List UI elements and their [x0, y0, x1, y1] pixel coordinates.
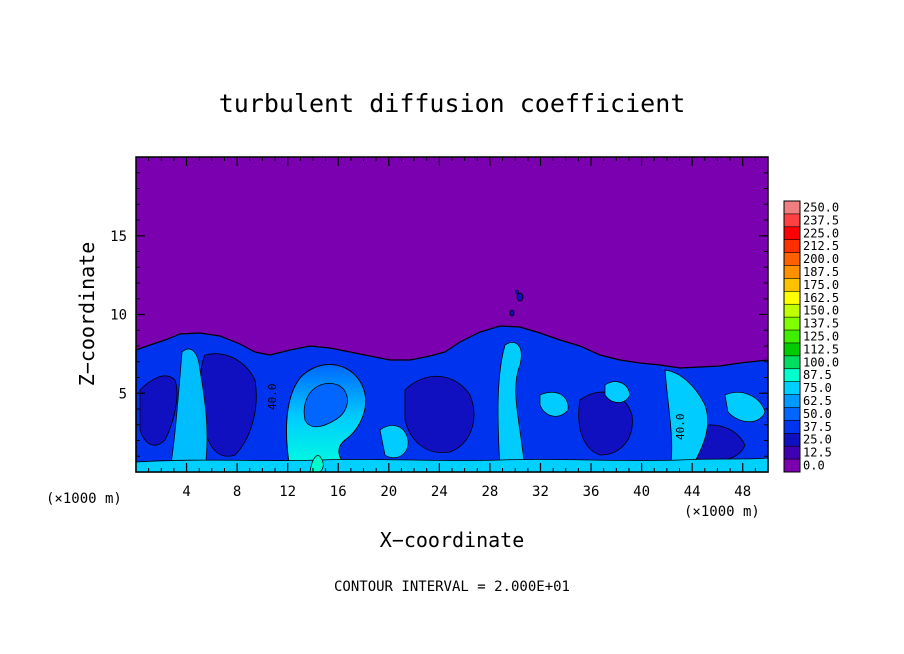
contour-interval-note: CONTOUR INTERVAL = 2.000E+01	[334, 579, 570, 595]
colorbar-swatch	[784, 317, 800, 331]
colorbar-swatch	[784, 201, 800, 215]
colorbar-label: 50.0	[803, 407, 832, 421]
x-tick-label: 28	[481, 484, 498, 500]
colorbar-swatch	[784, 342, 800, 357]
x-tick-label: 36	[583, 484, 600, 500]
colorbar-label: 100.0	[803, 355, 839, 369]
colorbar-swatch	[784, 239, 800, 253]
colorbar-label: 150.0	[803, 304, 839, 318]
hot-spot	[309, 455, 324, 473]
chart-title: turbulent diffusion coefficient	[219, 89, 686, 118]
colorbar-swatch	[784, 381, 800, 395]
colorbar-label: 0.0	[803, 459, 825, 473]
colorbar-label: 187.5	[803, 265, 839, 279]
colorbar-swatch	[784, 330, 800, 344]
colorbar-label: 237.5	[803, 213, 839, 227]
x-tick-label: 44	[684, 484, 701, 500]
x-tick-label: 12	[279, 484, 296, 500]
colorbar-swatch	[784, 446, 800, 460]
y-tick-label: 10	[110, 308, 127, 324]
colorbar-swatch	[784, 407, 800, 421]
x-tick-label: 20	[380, 484, 397, 500]
patch-c	[724, 391, 766, 423]
x-unit-right: (×1000 m)	[684, 504, 760, 520]
patch-b	[539, 391, 569, 417]
blob-2	[509, 309, 515, 317]
y-axis-label: Z−coordinate	[75, 242, 99, 387]
blob-3	[515, 289, 519, 295]
colorbar-swatch	[784, 252, 800, 266]
cell-1	[139, 375, 178, 446]
colorbar-swatch	[784, 278, 800, 292]
x-tick-label: 32	[532, 484, 549, 500]
blob-1	[516, 292, 524, 302]
x-unit-left: (×1000 m)	[46, 491, 122, 507]
colorbar-swatch	[784, 265, 800, 279]
colorbar: 250.0237.5225.0212.5200.0187.5175.0162.5…	[783, 200, 839, 473]
plume-right	[664, 369, 709, 471]
colorbar-label: 62.5	[803, 394, 832, 408]
y-tick-label: 5	[119, 386, 127, 402]
swirl-inner	[303, 383, 348, 428]
y-axis: 5 10 15	[110, 172, 768, 457]
x-axis-label: X−coordinate	[380, 528, 525, 552]
x-tick-label: 16	[330, 484, 347, 500]
x-tick-label: 24	[431, 484, 448, 500]
colorbar-swatch	[784, 433, 800, 447]
x-axis: 4 8 12 16 20 24 28 32 36 40 44 48	[148, 157, 756, 500]
colorbar-label: 125.0	[803, 330, 839, 344]
patch-d	[604, 381, 631, 403]
colorbar-label: 212.5	[803, 239, 839, 253]
x-tick-label: 4	[182, 484, 190, 500]
colorbar-swatch	[784, 459, 800, 473]
x-tick-label: 8	[233, 484, 241, 500]
colorbar-swatch	[784, 226, 800, 241]
x-tick-label: 48	[734, 484, 751, 500]
colorbar-swatch	[784, 291, 800, 305]
colorbar-swatch	[784, 368, 800, 382]
plume-left	[169, 348, 208, 471]
patch-a	[379, 425, 409, 459]
surface-band	[135, 457, 769, 473]
colorbar-label: 37.5	[803, 420, 832, 434]
contour-label: 40.0	[674, 414, 687, 441]
colorbar-swatch	[784, 355, 800, 370]
x-tick-label: 40	[633, 484, 650, 500]
colorbar-label: 162.5	[803, 291, 839, 305]
colorbar-swatch	[784, 420, 800, 434]
cell-3	[404, 375, 475, 454]
colorbar-label: 75.0	[803, 381, 832, 395]
colorbar-label: 225.0	[803, 226, 839, 240]
colorbar-swatch	[784, 394, 800, 408]
colorbar-label: 112.5	[803, 342, 839, 356]
contour-label: 40.0	[266, 384, 279, 411]
plume-center	[497, 341, 526, 471]
colorbar-label: 250.0	[803, 200, 839, 214]
y-tick-label: 15	[110, 229, 127, 245]
colorbar-label: 200.0	[803, 252, 839, 266]
colorbar-label: 137.5	[803, 317, 839, 331]
colorbar-label: 87.5	[803, 368, 832, 382]
colorbar-label: 175.0	[803, 278, 839, 292]
colorbar-swatch	[784, 213, 800, 228]
turbulent-field	[135, 289, 769, 473]
colorbar-label: 25.0	[803, 433, 832, 447]
colorbar-label: 12.5	[803, 446, 832, 460]
colorbar-swatch	[784, 304, 800, 318]
